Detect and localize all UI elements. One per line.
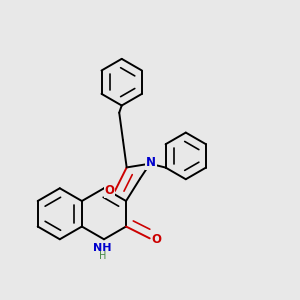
Text: NH: NH bbox=[93, 243, 112, 253]
Text: N: N bbox=[146, 156, 156, 169]
Text: H: H bbox=[99, 251, 107, 261]
Text: O: O bbox=[152, 233, 162, 246]
Text: O: O bbox=[104, 184, 114, 197]
